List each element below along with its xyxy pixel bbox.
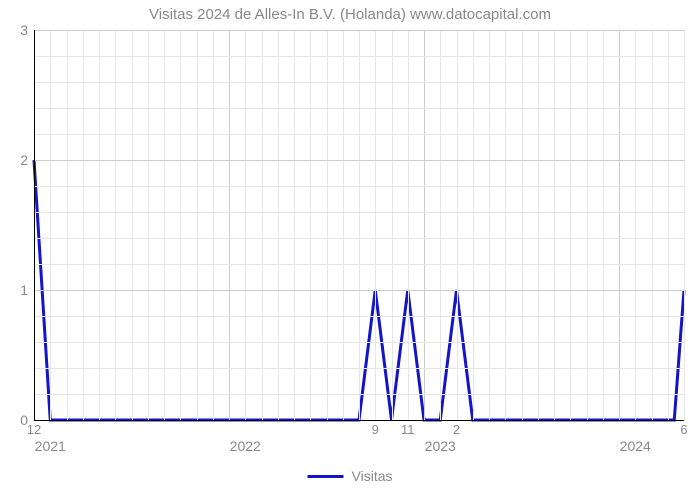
x-month-label: 6 xyxy=(680,422,687,437)
grid-h-minor xyxy=(34,186,684,187)
grid-h-minor xyxy=(34,368,684,369)
grid-h-major xyxy=(34,30,684,31)
grid-v-minor xyxy=(115,30,116,420)
grid-v-minor xyxy=(635,30,636,420)
x-year-label: 2022 xyxy=(230,438,261,454)
grid-v-minor xyxy=(50,30,51,420)
legend: Visitas xyxy=(308,468,393,484)
grid-v-minor xyxy=(505,30,506,420)
y-tick-label: 2 xyxy=(20,152,28,168)
grid-h-minor xyxy=(34,394,684,395)
grid-v-minor xyxy=(457,30,458,420)
legend-swatch xyxy=(308,475,344,478)
grid-v-minor xyxy=(684,30,685,420)
grid-h-minor xyxy=(34,134,684,135)
x-axis-line xyxy=(34,420,684,421)
grid-h-minor xyxy=(34,108,684,109)
grid-h-minor xyxy=(34,212,684,213)
grid-v-minor xyxy=(375,30,376,420)
plot-area: 012312911262021202220232024 xyxy=(34,30,684,420)
grid-v-minor xyxy=(83,30,84,420)
grid-h-minor xyxy=(34,82,684,83)
chart-container: Visitas 2024 de Alles-In B.V. (Holanda) … xyxy=(0,0,700,500)
x-year-label: 2021 xyxy=(35,438,66,454)
grid-h-minor xyxy=(34,316,684,317)
grid-v-minor xyxy=(359,30,360,420)
grid-v-major xyxy=(229,30,230,420)
grid-v-minor xyxy=(197,30,198,420)
grid-v-minor xyxy=(99,30,100,420)
grid-h-minor xyxy=(34,342,684,343)
grid-v-minor xyxy=(213,30,214,420)
x-month-label: 12 xyxy=(27,422,41,437)
grid-v-minor xyxy=(132,30,133,420)
grid-v-minor xyxy=(67,30,68,420)
grid-v-minor xyxy=(554,30,555,420)
grid-v-minor xyxy=(408,30,409,420)
y-tick-label: 1 xyxy=(20,282,28,298)
y-axis-line xyxy=(34,30,35,420)
grid-v-minor xyxy=(262,30,263,420)
grid-v-minor xyxy=(180,30,181,420)
x-year-label: 2023 xyxy=(425,438,456,454)
grid-v-minor xyxy=(327,30,328,420)
grid-v-major xyxy=(424,30,425,420)
x-month-label: 9 xyxy=(372,422,379,437)
x-month-label: 2 xyxy=(453,422,460,437)
grid-v-minor xyxy=(570,30,571,420)
legend-label: Visitas xyxy=(352,468,393,484)
grid-v-minor xyxy=(473,30,474,420)
grid-v-minor xyxy=(148,30,149,420)
grid-h-minor xyxy=(34,238,684,239)
grid-v-minor xyxy=(489,30,490,420)
grid-h-minor xyxy=(34,264,684,265)
grid-v-minor xyxy=(522,30,523,420)
grid-v-minor xyxy=(538,30,539,420)
grid-v-minor xyxy=(392,30,393,420)
chart-title: Visitas 2024 de Alles-In B.V. (Holanda) … xyxy=(0,6,700,23)
grid-h-major xyxy=(34,290,684,291)
grid-v-minor xyxy=(440,30,441,420)
grid-v-minor xyxy=(668,30,669,420)
grid-h-major xyxy=(34,160,684,161)
x-year-label: 2024 xyxy=(620,438,651,454)
y-tick-label: 3 xyxy=(20,22,28,38)
grid-v-minor xyxy=(603,30,604,420)
grid-v-minor xyxy=(587,30,588,420)
grid-v-minor xyxy=(343,30,344,420)
grid-h-minor xyxy=(34,56,684,57)
x-month-label: 11 xyxy=(401,422,415,437)
grid-v-minor xyxy=(310,30,311,420)
grid-v-minor xyxy=(652,30,653,420)
grid-v-minor xyxy=(164,30,165,420)
grid-v-major xyxy=(619,30,620,420)
grid-v-minor xyxy=(278,30,279,420)
grid-v-minor xyxy=(294,30,295,420)
grid-v-minor xyxy=(245,30,246,420)
